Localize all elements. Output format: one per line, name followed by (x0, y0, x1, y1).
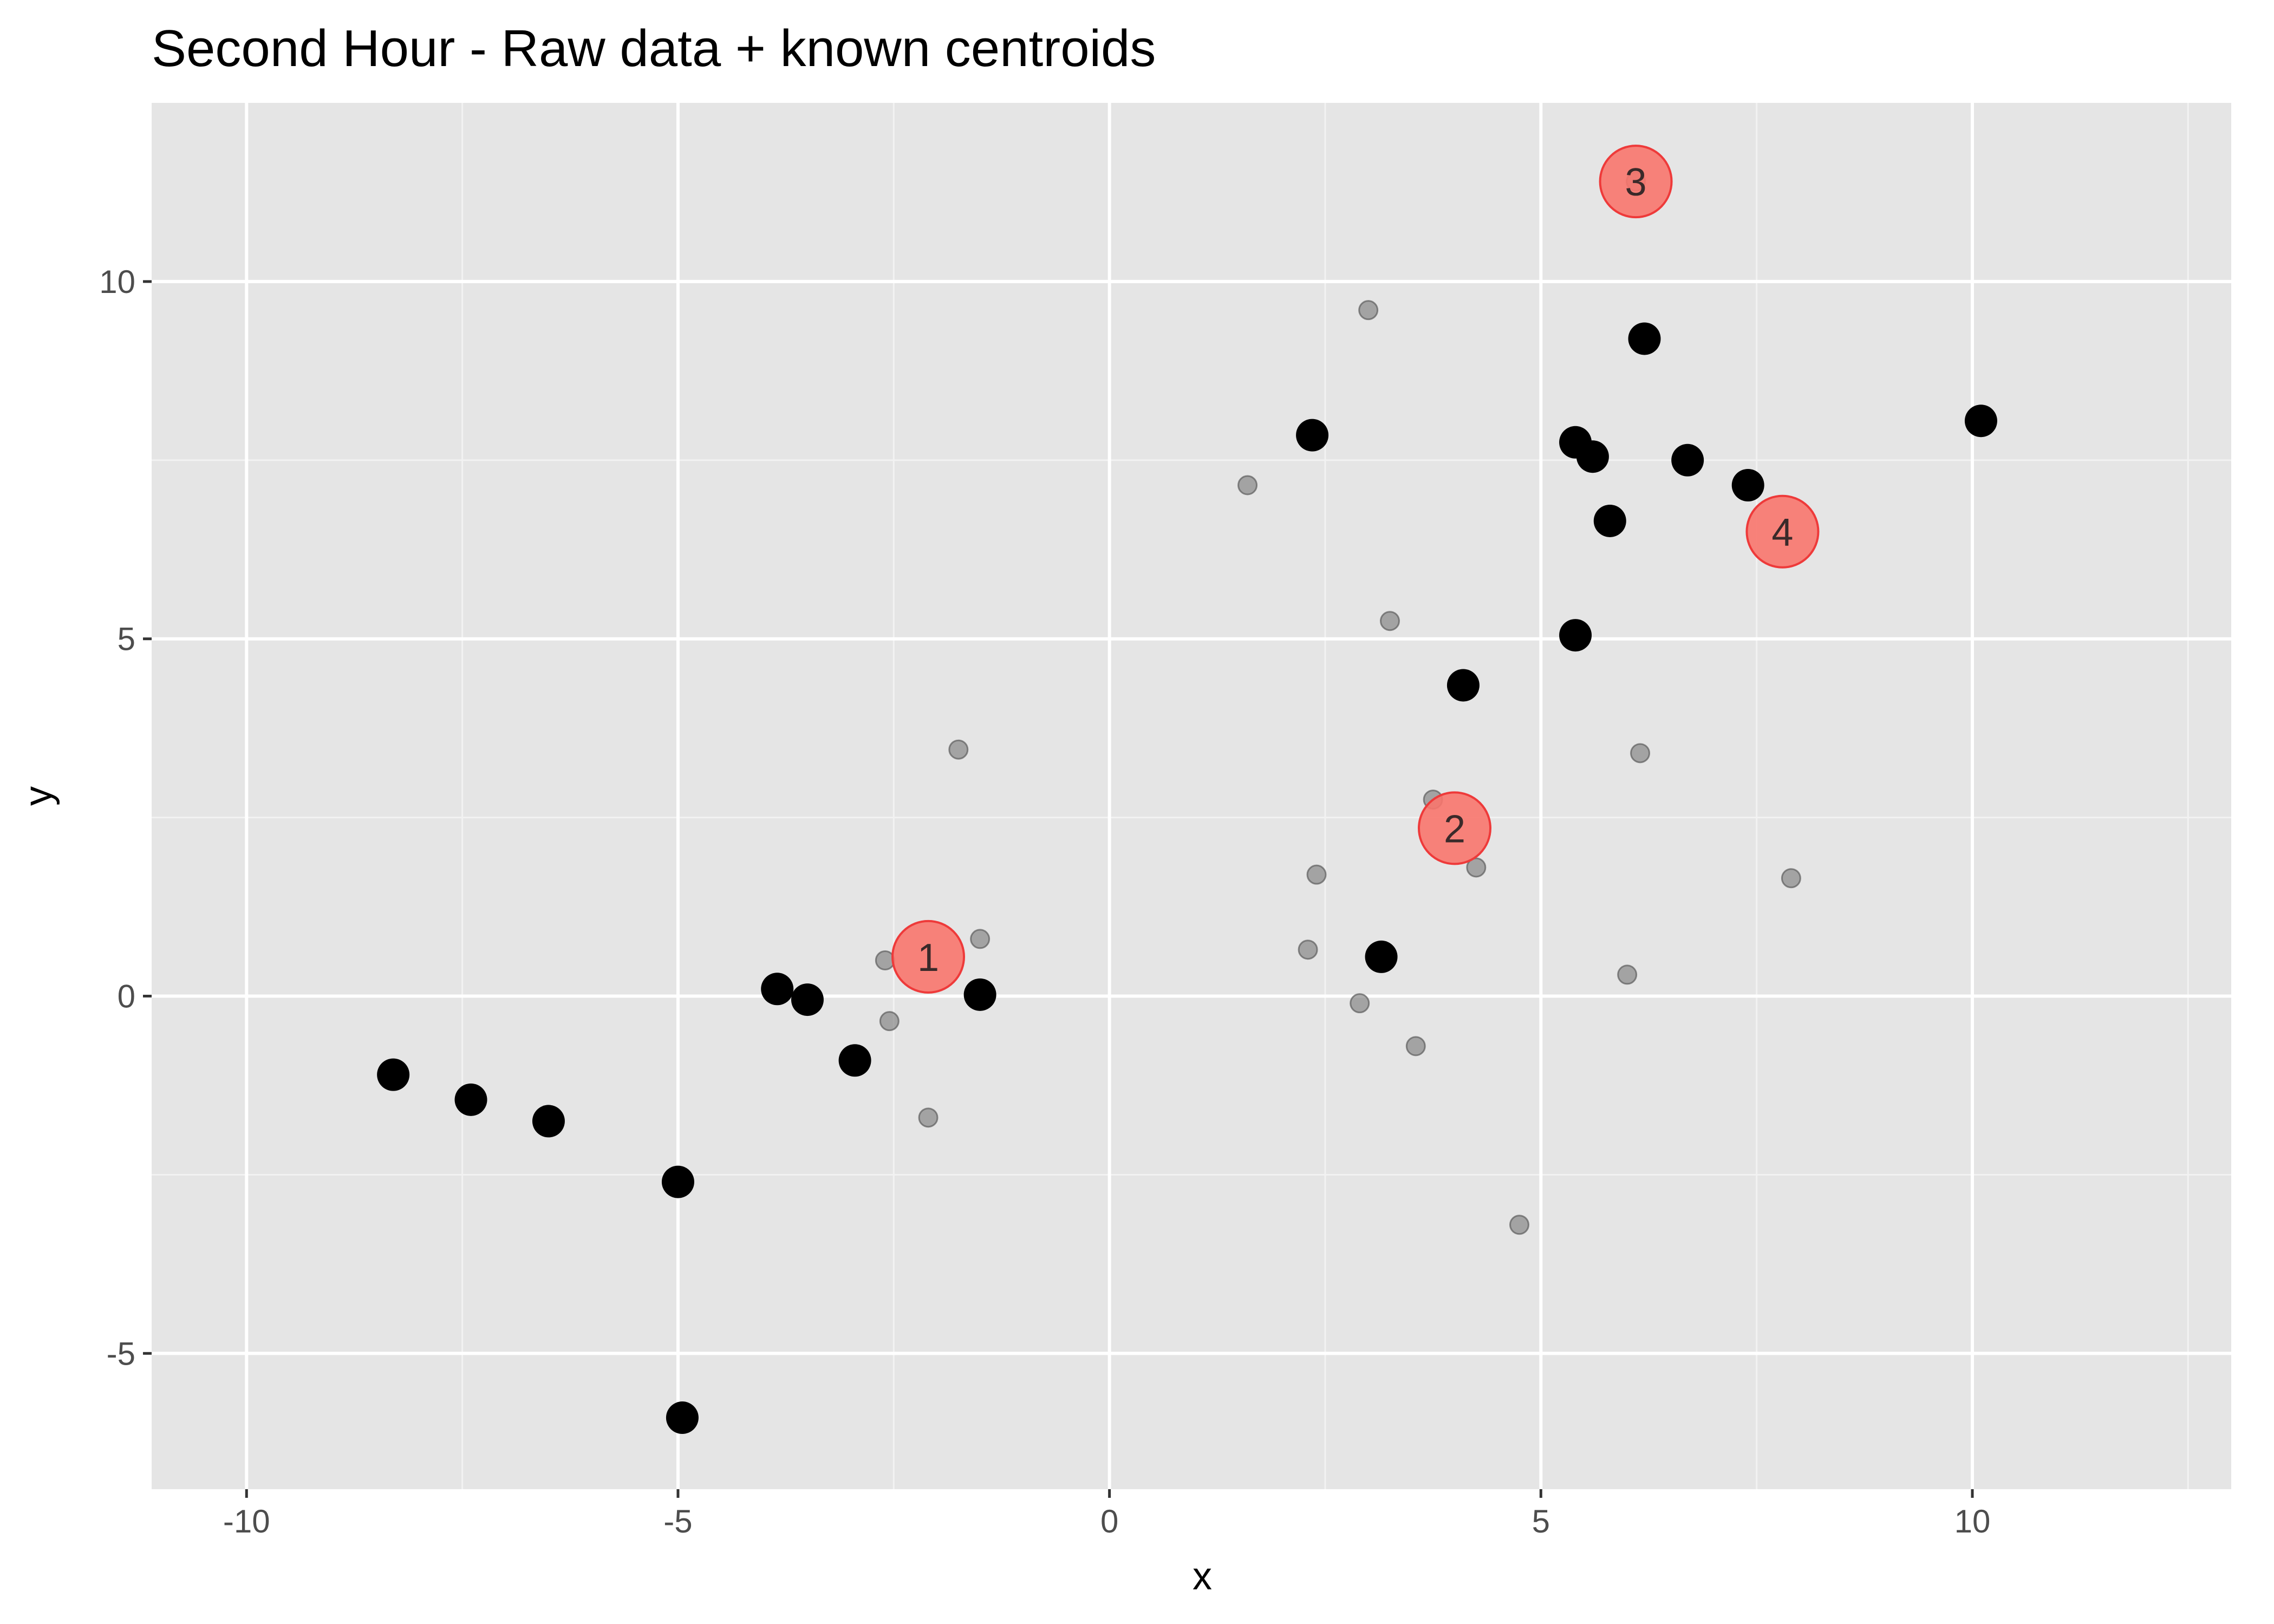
y-tick-label: -5 (107, 1335, 135, 1372)
x-tick-label: -5 (663, 1503, 692, 1540)
x-axis-ticks: -10 -5 0 5 10 (223, 1489, 1990, 1540)
black-points (377, 322, 1997, 1434)
black-point (1559, 619, 1592, 652)
centroid-marker (1745, 494, 1820, 569)
centroid-marker (1417, 791, 1491, 865)
x-tick-label: 10 (1954, 1503, 1991, 1540)
black-point (963, 978, 996, 1011)
grey-point (1466, 857, 1487, 878)
major-gridlines (152, 103, 2231, 1489)
centroid-marker (1599, 145, 1673, 219)
grey-point (1509, 1215, 1529, 1235)
black-point (761, 973, 794, 1006)
grey-point (948, 739, 969, 760)
centroid-4: 4 (1745, 494, 1820, 569)
black-point (454, 1083, 487, 1116)
black-point (1576, 440, 1609, 473)
black-point (666, 1401, 699, 1434)
black-point (1628, 322, 1661, 355)
centroid-label: 1 (917, 936, 939, 980)
grey-point (1358, 300, 1379, 321)
y-tick-label: 5 (118, 621, 135, 657)
centroid-label: 4 (1771, 511, 1793, 555)
grey-point (1350, 993, 1370, 1014)
black-point (1447, 669, 1480, 702)
grey-point (970, 929, 991, 949)
grey-point (918, 1107, 939, 1128)
y-tick-label: 10 (99, 264, 135, 300)
grey-point (1237, 475, 1258, 495)
black-point (1296, 419, 1329, 452)
x-tick-label: 0 (1100, 1503, 1118, 1540)
grey-point (1781, 868, 1801, 889)
centroid-marker (891, 919, 966, 994)
x-tick-label: 5 (1532, 1503, 1550, 1540)
black-point (1671, 443, 1704, 477)
centroids: 1 2 3 4 (891, 145, 1820, 994)
grey-point (1306, 864, 1327, 885)
black-point (791, 983, 824, 1016)
grey-point (1405, 1036, 1426, 1056)
centroid-2: 2 (1417, 791, 1491, 865)
grey-point (879, 1011, 900, 1032)
black-point (661, 1165, 694, 1198)
plot-panel (152, 103, 2231, 1489)
black-point (1365, 940, 1398, 973)
grey-point (1379, 611, 1400, 631)
grey-point (1617, 964, 1638, 985)
centroid-label: 2 (1444, 807, 1465, 851)
centroid-label: 3 (1625, 161, 1647, 204)
y-axis-ticks: -5 0 5 10 (99, 264, 152, 1372)
black-point (1731, 468, 1764, 501)
x-axis-title: x (1193, 1555, 1212, 1598)
black-point (532, 1105, 565, 1138)
grey-point (1630, 743, 1651, 764)
black-point (377, 1058, 410, 1091)
y-axis-title: y (17, 786, 60, 806)
black-point (1593, 504, 1626, 537)
centroid-1: 1 (891, 919, 966, 994)
black-point (838, 1044, 871, 1077)
x-tick-label: -10 (223, 1503, 270, 1540)
minor-gridlines (152, 103, 2231, 1489)
centroid-3: 3 (1599, 145, 1673, 219)
grey-point (1298, 940, 1318, 960)
chart-title: Second Hour - Raw data + known centroids (152, 19, 1156, 77)
black-point (1964, 405, 1997, 438)
y-tick-label: 0 (118, 978, 135, 1014)
